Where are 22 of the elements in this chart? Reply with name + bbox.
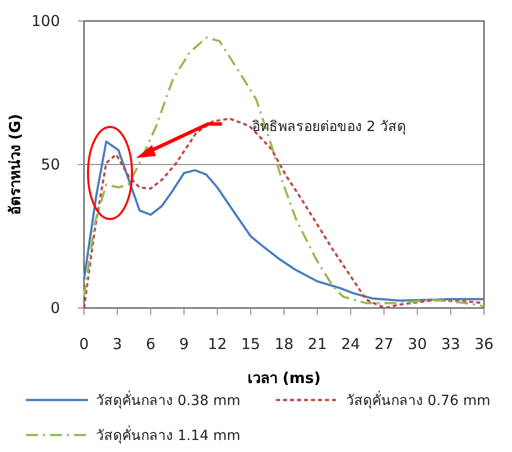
x-tick-label: 15 [241,335,260,353]
y-tick-label: 100 [31,12,60,30]
x-tick-label: 6 [146,335,156,353]
y-axis-title: อัตราหน่วง (G) [6,114,24,216]
x-tick-label: 0 [79,335,89,353]
x-tick-label: 36 [474,335,494,353]
legend-label: วัสดุคั่นกลาง 1.14 mm [96,426,240,444]
x-tick-label: 21 [308,335,327,353]
x-tick-label: 30 [408,335,427,353]
annotation: อิทธิพลรอยต่อของ 2 วัสดุ [252,119,406,135]
x-axis-title: เวลา (ms) [247,369,321,387]
legend-label: วัสดุคั่นกลาง 0.38 mm [96,391,240,409]
legend-label: วัสดุคั่นกลาง 0.76 mm [346,391,490,409]
y-tick-label: 50 [40,156,60,174]
x-tick-label: 33 [441,335,460,353]
x-tick-label: 9 [179,335,189,353]
x-tick-label: 3 [112,335,122,353]
x-tick-label: 24 [341,335,360,353]
x-tick-label: 27 [374,335,394,353]
x-tick-label: 12 [208,335,227,353]
y-tick-label: 0 [50,299,60,317]
x-tick-label: 18 [274,335,294,353]
